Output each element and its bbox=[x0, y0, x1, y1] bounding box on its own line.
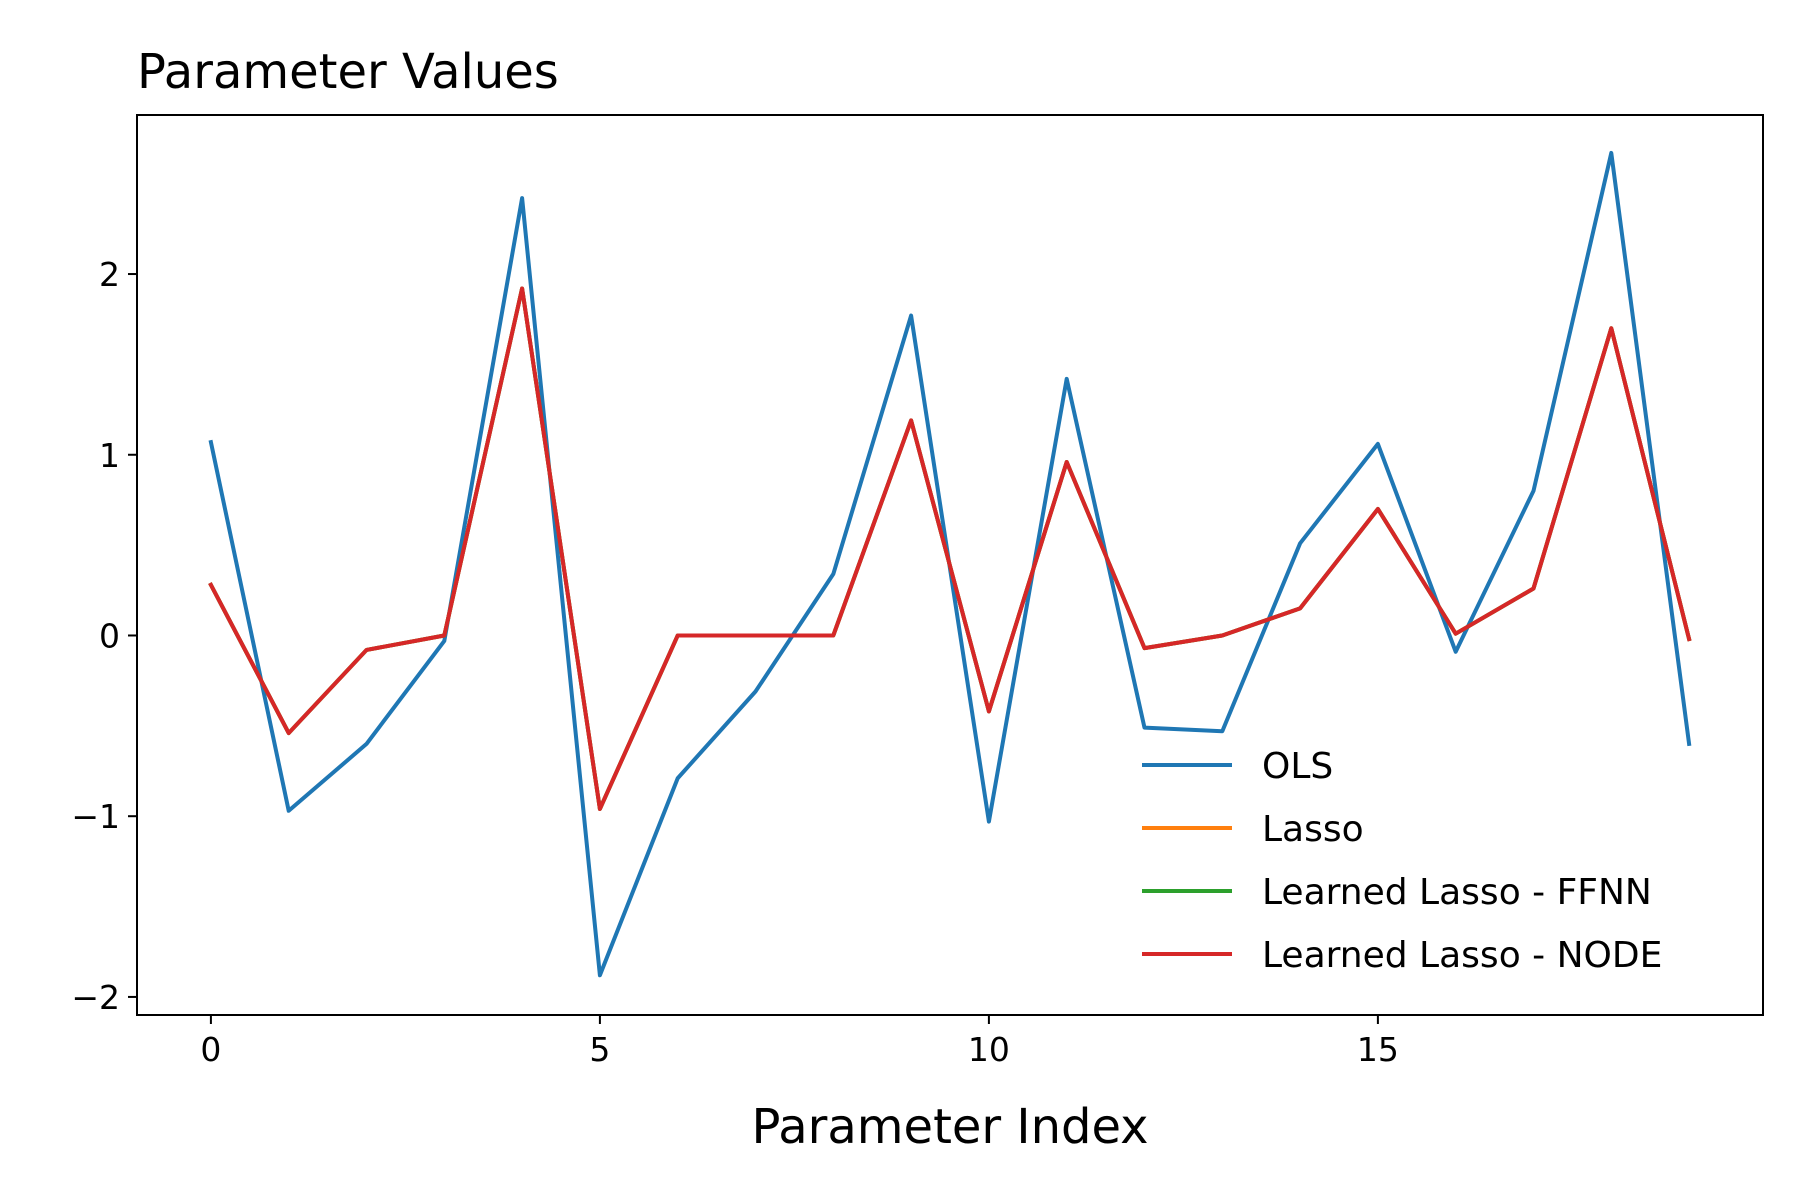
plot-frame bbox=[136, 114, 1764, 1016]
series-lines bbox=[208, 150, 1692, 978]
legend-label-0: OLS bbox=[1262, 746, 1333, 787]
x-axis-label: Parameter Index bbox=[751, 1099, 1148, 1155]
y-tick-label: −2 bbox=[71, 978, 120, 1017]
series-line-2 bbox=[208, 286, 1692, 811]
series-line-3 bbox=[208, 286, 1692, 811]
legend: OLS Lasso Learned Lasso - FFNN Learned Lass… bbox=[1142, 746, 1662, 976]
x-tick-label: 10 bbox=[968, 1030, 1010, 1069]
y-tick-label: −1 bbox=[71, 797, 120, 836]
legend-label-2: Learned Lasso - FFNN bbox=[1262, 872, 1652, 913]
y-tick-label: 0 bbox=[99, 616, 120, 655]
x-tick-label: 5 bbox=[589, 1030, 610, 1069]
x-tick-label: 0 bbox=[200, 1030, 221, 1069]
axis-ticks: 0 5 10 15 −2 −1 0 1 2 bbox=[71, 255, 1399, 1069]
x-tick-label: 15 bbox=[1357, 1030, 1399, 1069]
legend-label-1: Lasso bbox=[1262, 809, 1364, 850]
chart-title: Parameter Values bbox=[137, 44, 559, 100]
y-tick-label: 1 bbox=[99, 436, 120, 475]
legend-label-3: Learned Lasso - NODE bbox=[1262, 935, 1662, 976]
series-line-1 bbox=[208, 286, 1692, 811]
y-tick-label: 2 bbox=[99, 255, 120, 294]
